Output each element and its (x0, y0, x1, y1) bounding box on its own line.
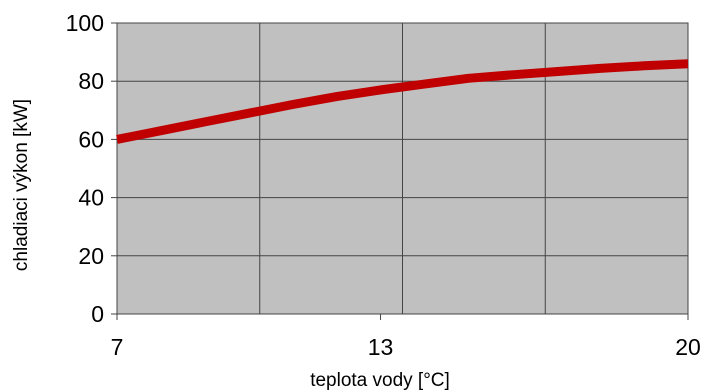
y-tick-label: 60 (78, 126, 104, 152)
y-tick-label: 80 (78, 68, 104, 94)
plot-border (116, 22, 689, 315)
axes (111, 22, 689, 320)
x-tick-label: 20 (675, 334, 701, 360)
x-tick-label: 13 (368, 334, 394, 360)
y-tick-label: 100 (66, 10, 104, 36)
y-tick-label: 40 (78, 185, 104, 211)
y-tick-label: 0 (91, 301, 104, 327)
tick-labels: 0 20 40 60 80 100 7 13 20 (66, 10, 701, 360)
series-line (116, 59, 689, 144)
y-tick-label: 20 (78, 243, 104, 269)
y-axis-label: chladiaci výkon [kW] (11, 99, 32, 271)
series-group (116, 59, 689, 144)
x-axis-label: teplota vody [°C] (310, 370, 450, 391)
x-tick-label: 7 (111, 334, 124, 360)
